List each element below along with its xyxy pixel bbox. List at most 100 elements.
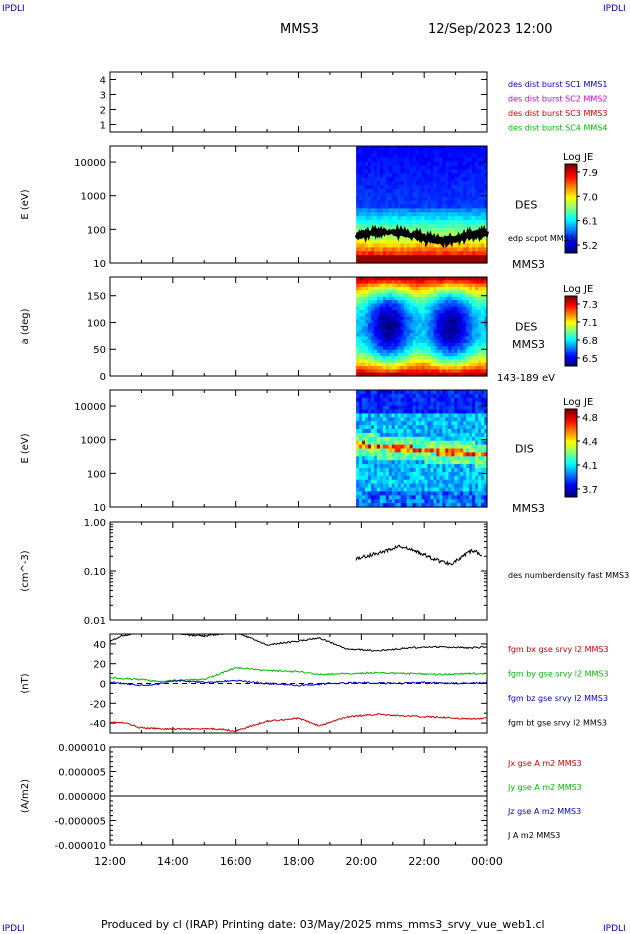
heatmap-cell <box>397 432 402 438</box>
heatmap-cell <box>442 185 446 190</box>
heatmap-cell <box>359 425 363 430</box>
heatmap-cell <box>391 421 396 426</box>
heatmap-cell <box>388 417 393 422</box>
heatmap-cell <box>400 491 405 496</box>
heatmap-cell <box>460 300 464 304</box>
heatmap-cell <box>403 346 408 351</box>
heatmap-cell <box>475 413 479 418</box>
heatmap-cell <box>436 316 440 321</box>
heatmap-cell <box>433 286 438 291</box>
heatmap-cell <box>424 165 429 170</box>
heatmap-cell <box>418 356 423 361</box>
heatmap-cell <box>394 290 399 295</box>
heatmap-cell <box>359 456 363 461</box>
heatmap-cell <box>385 224 390 229</box>
heatmap-cell <box>397 169 402 174</box>
heatmap-cell <box>397 409 402 414</box>
heatmap-cell <box>382 352 387 357</box>
heatmap-cell <box>475 200 479 206</box>
heatmap-cell <box>454 499 458 504</box>
heatmap-cell <box>385 153 390 159</box>
heatmap-cell <box>448 448 452 453</box>
heatmap-cell <box>445 255 449 260</box>
heatmap-cell <box>448 313 452 318</box>
heatmap-cell <box>359 336 363 341</box>
heatmap-cell <box>385 310 390 314</box>
heatmap-cell <box>412 310 417 314</box>
heatmap-cell <box>406 425 411 430</box>
heatmap-cell <box>418 417 423 422</box>
heatmap-cell <box>394 169 399 174</box>
heatmap-cell <box>415 212 420 217</box>
heatmap-cell <box>478 464 482 469</box>
heatmap-cell <box>451 417 455 422</box>
colorbar-cell <box>565 181 577 185</box>
heatmap-cell <box>430 286 435 291</box>
heatmap-cell <box>362 339 366 344</box>
heatmap-cell <box>376 491 381 496</box>
heatmap-cell <box>356 356 360 361</box>
heatmap-cell <box>415 397 420 403</box>
colorbar-cell <box>565 470 577 474</box>
heatmap-cell <box>412 224 417 229</box>
heatmap-cell <box>463 401 467 407</box>
heatmap-cell <box>454 323 458 328</box>
heatmap-cell <box>421 329 426 334</box>
heatmap-cell <box>484 499 488 504</box>
heatmap-cell <box>365 405 369 411</box>
heatmap-cell <box>359 487 363 492</box>
heatmap-cell <box>421 495 426 500</box>
heatmap-cell <box>460 464 464 469</box>
heatmap-cell <box>478 448 482 453</box>
heatmap-cell <box>356 290 360 295</box>
heatmap-cell <box>436 212 440 217</box>
heatmap-cell <box>394 259 399 264</box>
heatmap-cell <box>424 336 429 341</box>
heatmap-cell <box>385 235 390 241</box>
heatmap-cell <box>466 177 470 182</box>
heatmap-cell <box>466 468 470 473</box>
heatmap-cell <box>388 343 393 347</box>
heatmap-cell <box>463 356 467 361</box>
heatmap-cell <box>457 316 461 321</box>
heatmap-cell <box>466 239 470 245</box>
heatmap-cell <box>415 390 420 395</box>
colorbar-cell <box>565 237 577 241</box>
heatmap-cell <box>397 397 402 403</box>
heatmap-cell <box>481 405 485 411</box>
heatmap-cell <box>400 417 405 422</box>
heatmap-cell <box>370 153 375 159</box>
heatmap-cell <box>478 181 482 186</box>
heatmap-cell <box>424 259 429 264</box>
heatmap-cell <box>388 440 393 446</box>
heatmap-cell <box>382 212 387 217</box>
heatmap-cell <box>481 157 485 163</box>
heatmap-cell <box>418 464 423 469</box>
heatmap-cell <box>379 153 384 159</box>
heatmap-cell <box>356 303 360 308</box>
heatmap-cell <box>370 165 375 170</box>
heatmap-cell <box>433 185 438 190</box>
heatmap-cell <box>484 188 488 194</box>
heatmap-cell <box>433 444 438 450</box>
heatmap-cell <box>370 290 375 295</box>
heatmap-cell <box>373 316 378 321</box>
heatmap-cell <box>418 177 423 182</box>
heatmap-cell <box>451 369 455 374</box>
heatmap-cell <box>368 319 372 324</box>
heatmap-cell <box>448 255 452 260</box>
heatmap-cell <box>481 464 485 469</box>
heatmap-cell <box>454 247 458 252</box>
heatmap-cell <box>481 495 485 500</box>
heatmap-cell <box>382 255 387 260</box>
heatmap-cell <box>469 196 473 202</box>
heatmap-cell <box>376 405 381 411</box>
colorbar-cell <box>565 417 577 421</box>
heatmap-cell <box>463 251 467 256</box>
heatmap-cell <box>370 362 375 367</box>
heatmap-cell <box>466 243 470 248</box>
heatmap-cell <box>400 475 405 481</box>
heatmap-cell <box>379 326 384 331</box>
heatmap-cell <box>391 235 396 241</box>
x-tick-label: 00:00 <box>471 855 503 868</box>
